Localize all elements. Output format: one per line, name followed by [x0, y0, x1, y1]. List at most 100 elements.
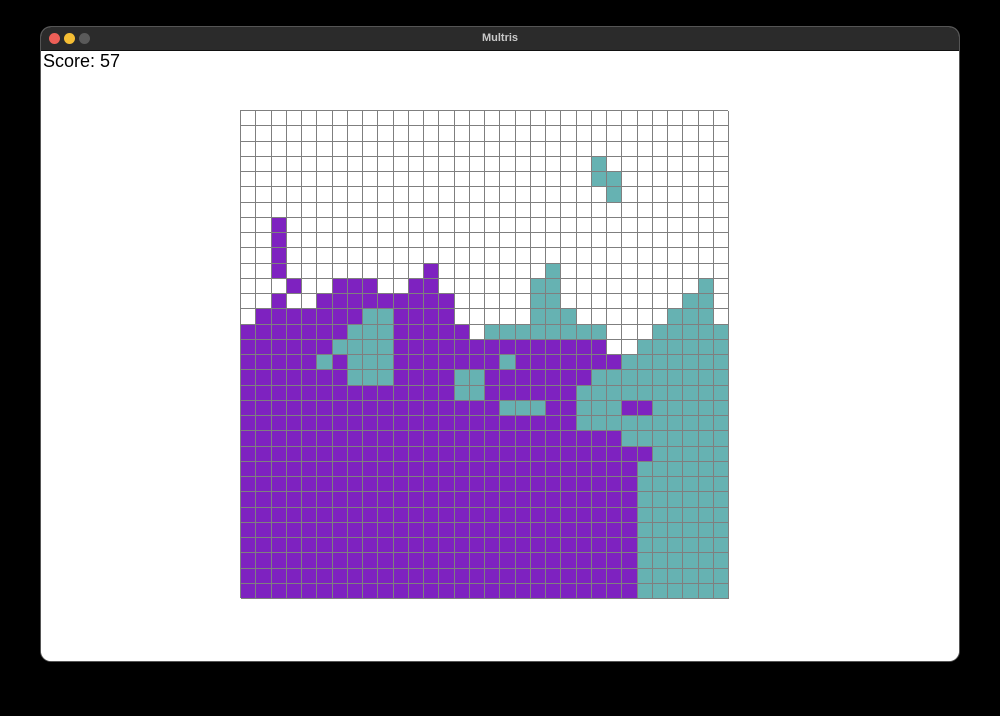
teal-block [683, 492, 699, 508]
purple-block [576, 538, 592, 554]
teal-block [652, 461, 668, 477]
empty-cell [271, 156, 287, 172]
purple-block [424, 339, 440, 355]
empty-cell [698, 141, 714, 157]
purple-block [241, 492, 257, 508]
purple-block [576, 492, 592, 508]
empty-cell [561, 126, 577, 142]
game-board[interactable] [240, 110, 729, 599]
teal-block [546, 263, 562, 279]
teal-block [668, 309, 684, 325]
teal-block [347, 370, 363, 386]
purple-block [515, 553, 531, 569]
empty-cell [668, 233, 684, 249]
purple-block [500, 522, 516, 538]
empty-cell [332, 187, 348, 203]
purple-block [393, 355, 409, 371]
teal-block [561, 309, 577, 325]
empty-cell [622, 294, 638, 310]
empty-cell [668, 187, 684, 203]
purple-block [302, 400, 318, 416]
purple-block [347, 477, 363, 493]
purple-block [424, 477, 440, 493]
teal-block [698, 553, 714, 569]
empty-cell [485, 202, 501, 218]
purple-block [515, 339, 531, 355]
empty-cell [408, 156, 424, 172]
teal-block [668, 400, 684, 416]
teal-block [668, 416, 684, 432]
purple-block [439, 370, 455, 386]
teal-block [713, 522, 729, 538]
teal-block [576, 385, 592, 401]
empty-cell [469, 309, 485, 325]
purple-block [576, 568, 592, 584]
purple-block [317, 446, 333, 462]
empty-cell [408, 217, 424, 233]
purple-block [271, 370, 287, 386]
purple-block [607, 507, 623, 523]
empty-cell [652, 111, 668, 127]
empty-cell [561, 233, 577, 249]
purple-block [500, 568, 516, 584]
empty-cell [713, 156, 729, 172]
purple-block [363, 477, 379, 493]
purple-block [241, 461, 257, 477]
purple-block [256, 446, 272, 462]
purple-block [439, 538, 455, 554]
teal-block [378, 370, 394, 386]
teal-block [591, 156, 607, 172]
purple-block [576, 507, 592, 523]
empty-cell [713, 233, 729, 249]
purple-block [347, 400, 363, 416]
minimize-window-button[interactable] [64, 33, 75, 44]
empty-cell [622, 172, 638, 188]
empty-cell [713, 111, 729, 127]
empty-cell [591, 248, 607, 264]
purple-block [286, 507, 302, 523]
empty-cell [500, 294, 516, 310]
close-window-button[interactable] [49, 33, 60, 44]
purple-block [393, 324, 409, 340]
purple-block [347, 431, 363, 447]
purple-block [378, 416, 394, 432]
empty-cell [408, 126, 424, 142]
empty-cell [241, 263, 257, 279]
teal-block [652, 446, 668, 462]
purple-block [622, 400, 638, 416]
purple-block [485, 568, 501, 584]
empty-cell [683, 248, 699, 264]
purple-block [424, 538, 440, 554]
empty-cell [256, 111, 272, 127]
purple-block [454, 522, 470, 538]
purple-block [591, 507, 607, 523]
purple-block [485, 522, 501, 538]
empty-cell [408, 248, 424, 264]
purple-block [332, 492, 348, 508]
teal-block [698, 294, 714, 310]
purple-block [591, 553, 607, 569]
teal-block [668, 324, 684, 340]
empty-cell [302, 294, 318, 310]
teal-block [652, 339, 668, 355]
purple-block [485, 400, 501, 416]
empty-cell [256, 141, 272, 157]
teal-block [530, 278, 546, 294]
teal-block [591, 416, 607, 432]
empty-cell [454, 202, 470, 218]
purple-block [591, 477, 607, 493]
empty-cell [317, 141, 333, 157]
teal-block [713, 324, 729, 340]
empty-cell [485, 217, 501, 233]
teal-block [607, 187, 623, 203]
empty-cell [378, 187, 394, 203]
empty-cell [439, 126, 455, 142]
empty-cell [485, 309, 501, 325]
empty-cell [347, 111, 363, 127]
empty-cell [515, 111, 531, 127]
purple-block [439, 568, 455, 584]
zoom-window-button[interactable] [79, 33, 90, 44]
purple-block [439, 355, 455, 371]
empty-cell [408, 141, 424, 157]
purple-block [439, 385, 455, 401]
